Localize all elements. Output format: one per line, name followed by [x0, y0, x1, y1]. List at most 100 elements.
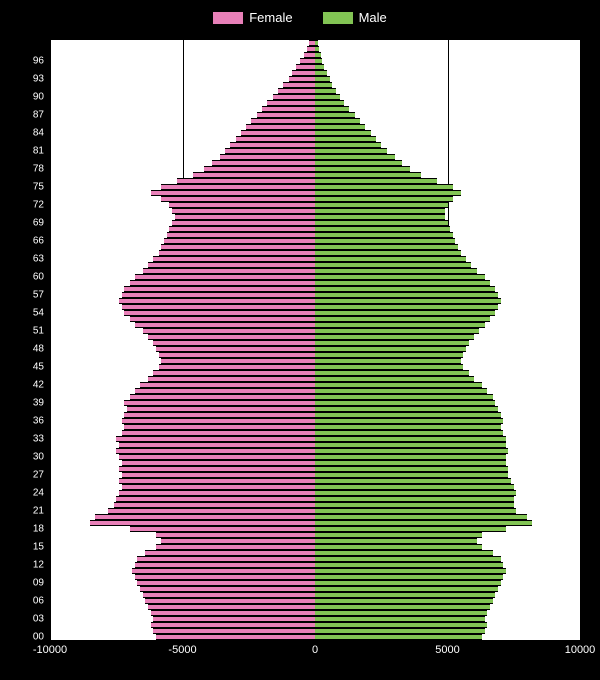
bar-male: [315, 532, 482, 538]
bar-female: [292, 70, 315, 76]
bar-male: [315, 310, 495, 316]
bar-female: [156, 634, 315, 640]
bar-female: [156, 346, 315, 352]
bar-female: [116, 496, 315, 502]
bar-female: [122, 430, 315, 436]
bar-male: [315, 514, 527, 520]
bar-row: [50, 280, 580, 286]
bar-male: [315, 202, 448, 208]
bar-row: [50, 544, 580, 550]
bar-female: [143, 268, 315, 274]
y-tick-label: 84: [33, 128, 44, 139]
bar-row: [50, 310, 580, 316]
gridline: [580, 40, 581, 640]
bar-male: [315, 40, 318, 46]
bar-row: [50, 520, 580, 526]
bar-row: [50, 160, 580, 166]
bar-male: [315, 172, 421, 178]
bar-female: [153, 256, 315, 262]
y-tick-label: 54: [33, 308, 44, 319]
bar-female: [124, 286, 315, 292]
y-tick-label: 81: [33, 146, 44, 157]
bar-female: [153, 370, 315, 376]
bar-male: [315, 580, 501, 586]
bar-female: [172, 208, 315, 214]
bar-female: [119, 454, 315, 460]
x-tick-label: 5000: [435, 644, 459, 656]
bar-male: [315, 628, 485, 634]
bar-male: [315, 574, 503, 580]
bar-row: [50, 52, 580, 58]
y-tick-label: 18: [33, 524, 44, 535]
bar-female: [130, 316, 316, 322]
bar-row: [50, 634, 580, 640]
bar-row: [50, 82, 580, 88]
bar-female: [167, 232, 315, 238]
bar-male: [315, 358, 461, 364]
bar-row: [50, 106, 580, 112]
y-tick-label: 66: [33, 236, 44, 247]
bar-row: [50, 220, 580, 226]
bar-row: [50, 412, 580, 418]
bar-row: [50, 430, 580, 436]
bar-female: [108, 508, 315, 514]
bar-row: [50, 382, 580, 388]
bar-male: [315, 250, 461, 256]
bar-row: [50, 496, 580, 502]
bar-row: [50, 328, 580, 334]
y-tick-label: 42: [33, 380, 44, 391]
bar-male: [315, 160, 402, 166]
bar-female: [156, 544, 315, 550]
bar-male: [315, 454, 506, 460]
bar-male: [315, 256, 466, 262]
bar-male: [315, 610, 487, 616]
chart-container: Female Male 0003060912151821242730333639…: [0, 0, 600, 680]
bar-male: [315, 142, 381, 148]
bar-male: [315, 64, 324, 70]
bar-female: [193, 172, 315, 178]
bar-female: [122, 472, 315, 478]
bar-female: [273, 94, 315, 100]
bar-female: [122, 418, 315, 424]
bar-female: [296, 64, 315, 70]
bar-row: [50, 550, 580, 556]
bar-male: [315, 220, 448, 226]
bar-female: [135, 574, 315, 580]
bar-female: [204, 166, 315, 172]
bar-row: [50, 88, 580, 94]
bar-female: [135, 274, 315, 280]
bar-male: [315, 46, 319, 52]
bar-row: [50, 586, 580, 592]
bar-row: [50, 448, 580, 454]
bar-row: [50, 514, 580, 520]
bar-female: [153, 616, 315, 622]
bar-female: [124, 424, 315, 430]
bar-female: [119, 478, 315, 484]
bar-female: [159, 250, 315, 256]
bar-female: [307, 46, 315, 52]
bar-male: [315, 226, 450, 232]
bar-row: [50, 454, 580, 460]
bar-female: [148, 604, 315, 610]
bar-female: [172, 220, 315, 226]
bar-female: [119, 298, 315, 304]
bar-female: [135, 322, 315, 328]
bar-row: [50, 340, 580, 346]
y-tick-label: 03: [33, 614, 44, 625]
bar-female: [122, 484, 315, 490]
bar-female: [283, 82, 315, 88]
bar-female: [246, 124, 315, 130]
bar-female: [177, 178, 315, 184]
bar-row: [50, 334, 580, 340]
bar-row: [50, 172, 580, 178]
y-tick-label: 78: [33, 164, 44, 175]
bar-row: [50, 370, 580, 376]
bar-row: [50, 124, 580, 130]
bar-row: [50, 178, 580, 184]
bar-male: [315, 190, 461, 196]
bar-female: [148, 334, 315, 340]
x-tick-label: -10000: [33, 644, 67, 656]
bar-male: [315, 76, 330, 82]
bar-female: [212, 160, 315, 166]
bar-row: [50, 376, 580, 382]
